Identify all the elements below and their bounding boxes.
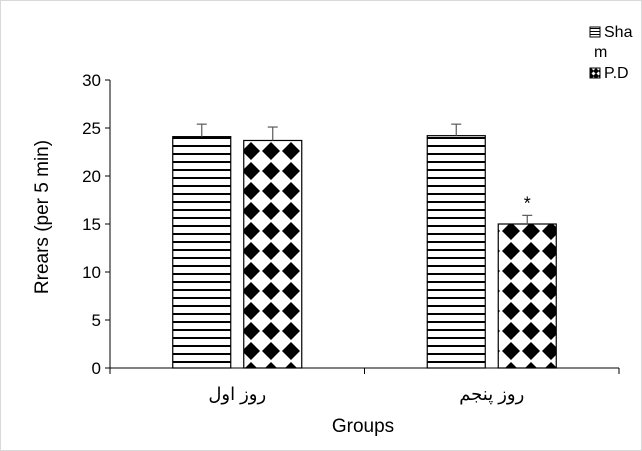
legend-label: P.D	[604, 65, 629, 82]
y-tick-label: 25	[82, 119, 101, 138]
y-tick-label: 20	[82, 167, 101, 186]
bars	[172, 135, 557, 369]
legend: Sha m P.D	[589, 24, 633, 82]
x-tick-label: روز اول	[208, 384, 266, 405]
y-axis: 0 5 10 15 20 25 30	[82, 71, 111, 378]
y-tick-label: 5	[92, 311, 101, 330]
error-bars	[196, 123, 533, 224]
y-tick-label: 15	[82, 215, 101, 234]
y-tick-label: 0	[92, 359, 101, 378]
legend-entry-sham: Sha m	[589, 24, 633, 61]
bar-sham-1	[426, 135, 486, 369]
legend-label: Sha	[604, 24, 633, 41]
bar-p-d-0	[243, 139, 303, 369]
legend-swatch	[589, 67, 601, 79]
significance-marker: *	[524, 193, 531, 213]
bar-sham-0	[172, 136, 232, 369]
bar-p-d-1	[497, 223, 557, 369]
annotations: *	[524, 193, 531, 213]
x-axis: روز اول روز پنجم	[109, 367, 620, 405]
legend-swatch	[589, 26, 601, 38]
x-axis-label: Groups	[332, 416, 394, 437]
x-tick-label: روز پنجم	[459, 384, 524, 405]
y-tick-label: 10	[82, 263, 101, 282]
y-axis-label: Rrears (per 5 min)	[32, 140, 53, 294]
legend-entry-p-d: P.D	[589, 65, 629, 82]
legend-label: m	[594, 44, 607, 61]
y-tick-label: 30	[82, 71, 101, 90]
